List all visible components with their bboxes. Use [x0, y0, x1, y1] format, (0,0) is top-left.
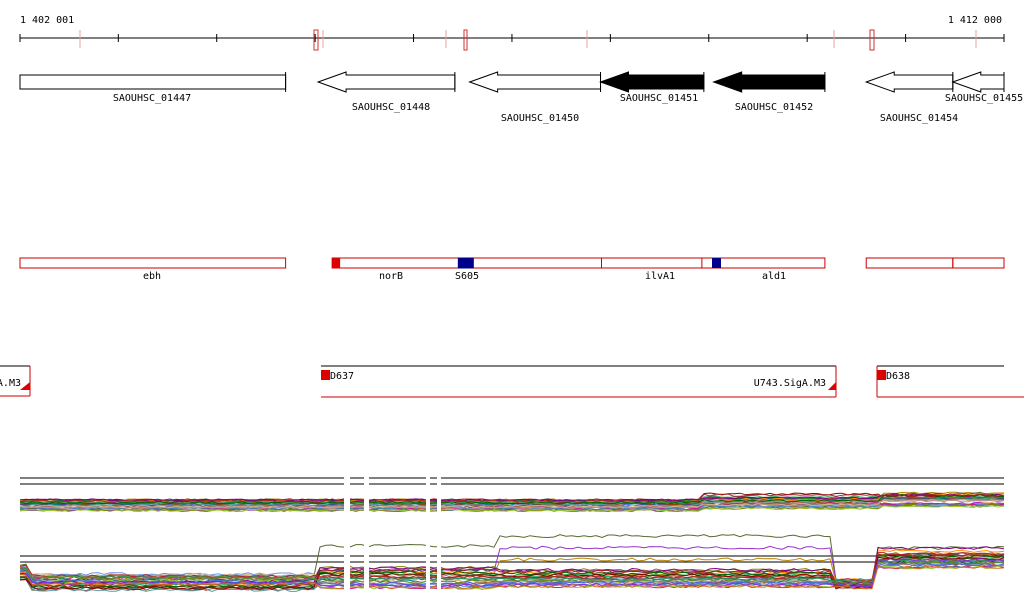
gene-label: SAOUHSC_01455: [945, 93, 1023, 104]
tu-marker: [321, 370, 330, 380]
gene-label: SAOUHSC_01454: [880, 113, 958, 124]
tu-label: U743.SigA.M3: [754, 378, 826, 389]
expression-series-lower: [19, 559, 1005, 584]
gene-label: SAOUHSC_01451: [620, 93, 698, 104]
srna-marker: [457, 257, 474, 269]
annotation-label: ald1: [762, 271, 786, 282]
expression-series-lower: [19, 556, 1005, 590]
tu-marker: [877, 370, 886, 380]
tu-marker: [20, 382, 30, 390]
gene-arrow: [468, 71, 602, 93]
expression-gap: [426, 540, 430, 590]
annotation-label: ebh: [143, 271, 161, 282]
annotation-label: S605: [455, 271, 479, 282]
annotation-box: [331, 257, 703, 269]
expression-gap: [364, 540, 369, 590]
annotation-start-marker: [332, 258, 341, 268]
expression-series-upper: [19, 498, 1005, 509]
expression-series-lower: [19, 565, 1005, 590]
expression-gap: [364, 474, 369, 514]
expression-gap: [344, 474, 350, 514]
expression-series-upper: [19, 504, 1005, 511]
tu-label: A.M3: [0, 378, 21, 389]
annotation-box: [865, 257, 954, 269]
ruler-feature-box: [313, 29, 319, 51]
gene-label: SAOUHSC_01452: [735, 102, 813, 113]
expression-series-upper: [19, 493, 1005, 503]
gene-arrow: [712, 71, 826, 93]
ruler-end-label: 1 412 000: [948, 15, 1002, 26]
expression-series-upper: [19, 499, 1005, 510]
expression-gap: [344, 540, 350, 590]
gene-arrow: [951, 71, 1005, 93]
gene-track: SAOUHSC_01447 SAOUHSC_01448 SAOUHSC_01450 S…: [19, 71, 1023, 124]
expression-gap: [426, 474, 430, 514]
gene-arrow: [599, 71, 705, 93]
gene-arrow: [19, 74, 287, 90]
tu-marker: [828, 382, 836, 390]
transcription-unit-track: A.M3 D637 U743.SigA.M3 D638: [0, 365, 1024, 398]
gene-arrow: [864, 71, 954, 93]
expression-profile-track: [19, 474, 1005, 593]
expression-series-upper: [19, 493, 1005, 505]
ruler-feature-box: [463, 29, 468, 51]
annotation-label: ilvA1: [645, 271, 675, 282]
gene-label: SAOUHSC_01450: [501, 113, 579, 124]
annotation-box: [19, 257, 287, 269]
annotation-label: norB: [379, 271, 403, 282]
gene-arrow: [316, 71, 456, 93]
expression-gap: [437, 474, 441, 514]
annotation-box: [952, 257, 1005, 269]
gene-label: SAOUHSC_01448: [352, 102, 430, 113]
ruler-start-label: 1 402 001: [20, 15, 74, 26]
annotation-track: ebh norB S605 ilvA1 ald1: [19, 257, 1005, 282]
expression-series-upper: [19, 505, 1005, 513]
tu-label: D637: [330, 371, 354, 382]
annotation-divider-marker: [712, 258, 721, 268]
coordinate-ruler: 1 402 001 1 412 000: [19, 15, 1005, 51]
tu-label: D638: [886, 371, 910, 382]
gene-label: SAOUHSC_01447: [113, 93, 191, 104]
expression-gap: [437, 540, 441, 590]
expression-series-lower: [19, 560, 1004, 585]
ruler-feature-box: [869, 29, 875, 51]
